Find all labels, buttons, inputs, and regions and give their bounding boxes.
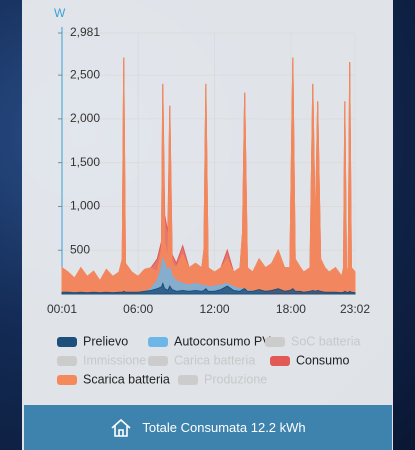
y-tick-label: 2,000 (70, 111, 100, 125)
legend-label: Consumo (296, 353, 350, 367)
x-tick-label: 18:00 (276, 302, 306, 316)
legend-label: Produzione (204, 372, 267, 386)
y-tick-label: 1,000 (70, 199, 100, 213)
legend-swatch (270, 356, 290, 366)
total-text: Totale Consumata 12.2 kWh (142, 420, 306, 435)
x-tick-label: 00:01 (47, 302, 77, 316)
y-axis-label: W (54, 6, 66, 20)
y-tick-label: 1,500 (70, 155, 100, 169)
legend-label: Carica batteria (174, 353, 255, 367)
legend-swatch (265, 337, 285, 347)
area (61, 282, 356, 295)
y-tick-label: 2,981 (70, 25, 100, 39)
y-tick-label: 500 (70, 242, 90, 256)
y-tick-label: 2,500 (70, 67, 100, 81)
legend-swatch (57, 356, 77, 366)
legend-label: Autoconsumo PV (174, 334, 271, 348)
legend-label: Scarica batteria (83, 372, 170, 386)
legend-label: Prelievo (83, 334, 128, 348)
home-icon (111, 418, 131, 437)
legend-swatch (148, 337, 168, 347)
x-tick-label: 23:02 (340, 302, 370, 316)
legend-swatch (57, 337, 77, 347)
x-tick-label: 12:00 (200, 302, 230, 316)
legend-swatch (57, 375, 77, 385)
x-tick-label: 06:00 (123, 302, 153, 316)
legend-swatch (148, 356, 168, 366)
legend-label: SoC batteria (291, 334, 361, 348)
total-box: Totale Consumata 12.2 kWh (24, 405, 392, 450)
legend-label: Immissione (83, 353, 146, 367)
chart: W 500 1,000 1,500 2,000 2,500 2,981 00:01 06:00… (47, 6, 370, 386)
area (61, 57, 356, 295)
legend-swatch (178, 375, 198, 385)
